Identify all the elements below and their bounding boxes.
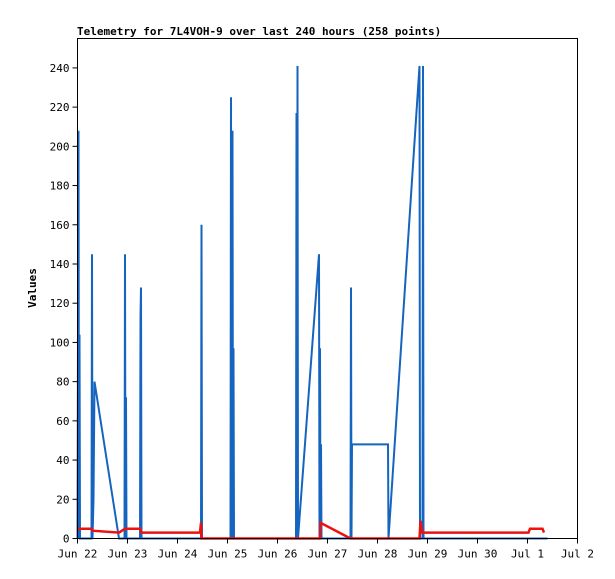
y-tick-label: 100 xyxy=(50,336,70,349)
x-axis: Jun 22 Jun 23 Jun 24 Jun 25 Jun 26 Jun 27 Jun … xyxy=(58,538,594,561)
plot-frame xyxy=(77,38,578,539)
x-tick-label: Jun 27 xyxy=(308,548,348,561)
plot-area xyxy=(76,65,548,540)
y-tick-label: 220 xyxy=(50,101,70,114)
x-tick-label: Jun 26 xyxy=(258,548,298,561)
chart-title: Telemetry for 7L4VOH-9 over last 240 hou… xyxy=(77,25,441,38)
x-tick-label: Jun 30 xyxy=(458,548,498,561)
y-tick-label: 240 xyxy=(50,62,70,75)
x-tick-label: Jul 1 xyxy=(511,548,544,561)
y-tick-label: 120 xyxy=(50,297,70,310)
y-tick-label: 180 xyxy=(50,180,70,193)
y-tick-label: 20 xyxy=(56,493,69,506)
x-tick-label: Jun 29 xyxy=(408,548,448,561)
y-tick-label: 40 xyxy=(56,454,69,467)
x-tick-label: Jul 2 xyxy=(561,548,594,561)
y-tick-label: 80 xyxy=(56,376,69,389)
x-tick-label: Jun 23 xyxy=(108,548,148,561)
y-tick-label: 140 xyxy=(50,258,70,271)
y-tick-label: 60 xyxy=(56,415,69,428)
y-tick-label: 160 xyxy=(50,219,70,232)
x-tick-label: Jun 22 xyxy=(58,548,98,561)
x-tick-label: Jun 24 xyxy=(158,548,198,561)
y-axis-label: Values xyxy=(26,268,39,308)
x-tick-label: Jun 25 xyxy=(208,548,248,561)
x-tick-label: Jun 28 xyxy=(358,548,398,561)
y-tick-label: 200 xyxy=(50,140,70,153)
y-tick-label: 0 xyxy=(63,533,70,546)
series-line-1 xyxy=(77,520,546,540)
y-axis: 0 20 40 60 80 100 120 140 160 180 200 220 240 xyxy=(50,62,78,546)
series-line-0 xyxy=(76,65,548,540)
